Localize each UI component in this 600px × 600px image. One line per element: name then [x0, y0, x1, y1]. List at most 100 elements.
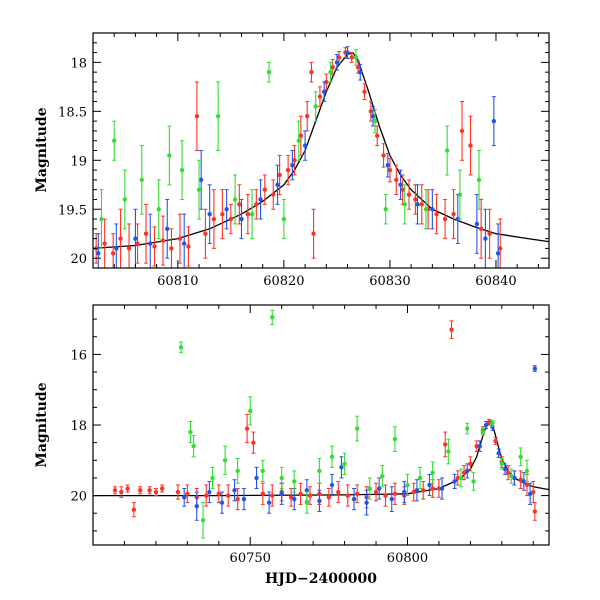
bottom-data-point [509, 473, 514, 479]
top-data-point [292, 158, 297, 163]
bottom-data-point [292, 496, 297, 502]
top-panel: 60810 60820 60830 60840 18 18.5 19 19.5 20 Magni… [34, 32, 550, 289]
top-data-point [370, 114, 376, 119]
bottom-data-point [119, 489, 124, 495]
bottom-data-point [248, 408, 253, 414]
bottom-data-point [219, 500, 225, 505]
bottom-data-point [339, 465, 344, 470]
bottom-data-point [380, 473, 385, 479]
bottom-data-point [521, 479, 527, 484]
top-data-point [207, 211, 212, 217]
top-data-point [262, 187, 267, 192]
top-data-point [135, 241, 140, 246]
top-data-point [398, 182, 403, 187]
top-axes: 60810 60820 60830 60840 18 18.5 19 19.5 20 [58, 32, 549, 289]
top-data-point [415, 202, 420, 207]
bottom-data-point [493, 438, 498, 444]
bottom-data-point [200, 518, 206, 523]
top-data-point [102, 241, 107, 246]
top-data-point [430, 207, 435, 212]
top-data-point [478, 226, 484, 232]
bottom-plot-area [93, 309, 549, 539]
top-data-point [311, 231, 316, 236]
bottom-data-point [502, 466, 508, 472]
bottom-data-point [304, 500, 310, 505]
bottom-data-point [449, 327, 454, 332]
top-data-point [182, 241, 187, 246]
bottom-data-point [210, 475, 215, 481]
bottom-data-point [389, 496, 394, 502]
top-data-point [474, 221, 480, 227]
top-data-point [336, 55, 342, 60]
top-y-axis-label: Magnitude [34, 107, 50, 192]
bottom-series-1 [182, 365, 538, 521]
bottom-data-point [342, 461, 347, 467]
bottom-data-point [383, 493, 388, 498]
top-data-point [194, 114, 200, 119]
bottom-data-point [175, 489, 181, 495]
bottom-data-point [235, 496, 240, 502]
bottom-data-point [260, 468, 266, 474]
bottom-y-axis-label: Magnitude [34, 382, 50, 467]
top-data-point [313, 104, 318, 109]
top-data-point [483, 236, 488, 241]
top-data-point [228, 216, 234, 222]
bottom-data-point [207, 489, 212, 495]
bottom-data-point [326, 495, 332, 500]
top-y-tick-label: 19.5 [58, 203, 87, 218]
bottom-y-tick-label: 20 [70, 490, 87, 505]
top-data-point [442, 216, 448, 222]
top-x-tick-label: 60810 [157, 274, 198, 289]
bottom-data-point [455, 475, 460, 481]
top-data-point [139, 177, 144, 183]
top-data-point [290, 162, 295, 168]
top-data-point [334, 60, 340, 65]
top-series-1 [96, 46, 501, 268]
bottom-data-point [317, 468, 322, 474]
bottom-data-point [191, 443, 196, 449]
bottom-data-point [178, 345, 184, 350]
top-data-point [179, 167, 185, 173]
top-model-curve [93, 51, 549, 250]
bottom-data-point [376, 486, 382, 491]
bottom-data-point [490, 421, 495, 426]
top-data-point [275, 182, 280, 187]
bottom-data-point [226, 493, 231, 498]
top-data-point [345, 50, 350, 55]
top-data-point [122, 197, 128, 202]
top-data-point [302, 143, 308, 148]
bottom-data-point [307, 493, 313, 498]
top-y-tick-label: 19 [70, 154, 87, 169]
bottom-data-point [351, 496, 357, 502]
bottom-data-point [304, 488, 310, 493]
bottom-data-point [112, 488, 118, 493]
bottom-data-point [153, 489, 159, 495]
bottom-data-point [518, 454, 523, 459]
bottom-panel: 60750 60800 16 18 20 Magnitude HJD−2400000 [34, 304, 550, 587]
top-data-point [330, 65, 335, 70]
bottom-data-point [524, 468, 530, 474]
top-data-point [152, 244, 157, 249]
top-data-point [406, 192, 412, 197]
bottom-data-point [125, 486, 130, 491]
top-data-point [309, 69, 314, 75]
bottom-data-point [279, 491, 284, 497]
top-data-point [491, 118, 497, 124]
top-x-tick-label: 60830 [369, 274, 410, 289]
bottom-data-point [477, 443, 483, 449]
bottom-data-point [336, 489, 341, 495]
top-data-point [277, 172, 282, 178]
top-data-point [281, 216, 287, 222]
top-data-point [285, 167, 291, 173]
top-data-point [402, 202, 407, 207]
top-data-point [237, 202, 242, 207]
bottom-y-tick-label: 18 [70, 419, 87, 434]
bottom-x-tick-label: 60750 [230, 551, 271, 566]
bottom-data-point [270, 493, 275, 498]
top-data-point [224, 207, 229, 212]
bottom-data-point [317, 498, 322, 504]
bottom-data-point [373, 489, 379, 495]
top-y-tick-label: 20 [70, 252, 87, 267]
bottom-y-tick-label: 16 [70, 348, 87, 363]
bottom-data-point [480, 429, 486, 435]
